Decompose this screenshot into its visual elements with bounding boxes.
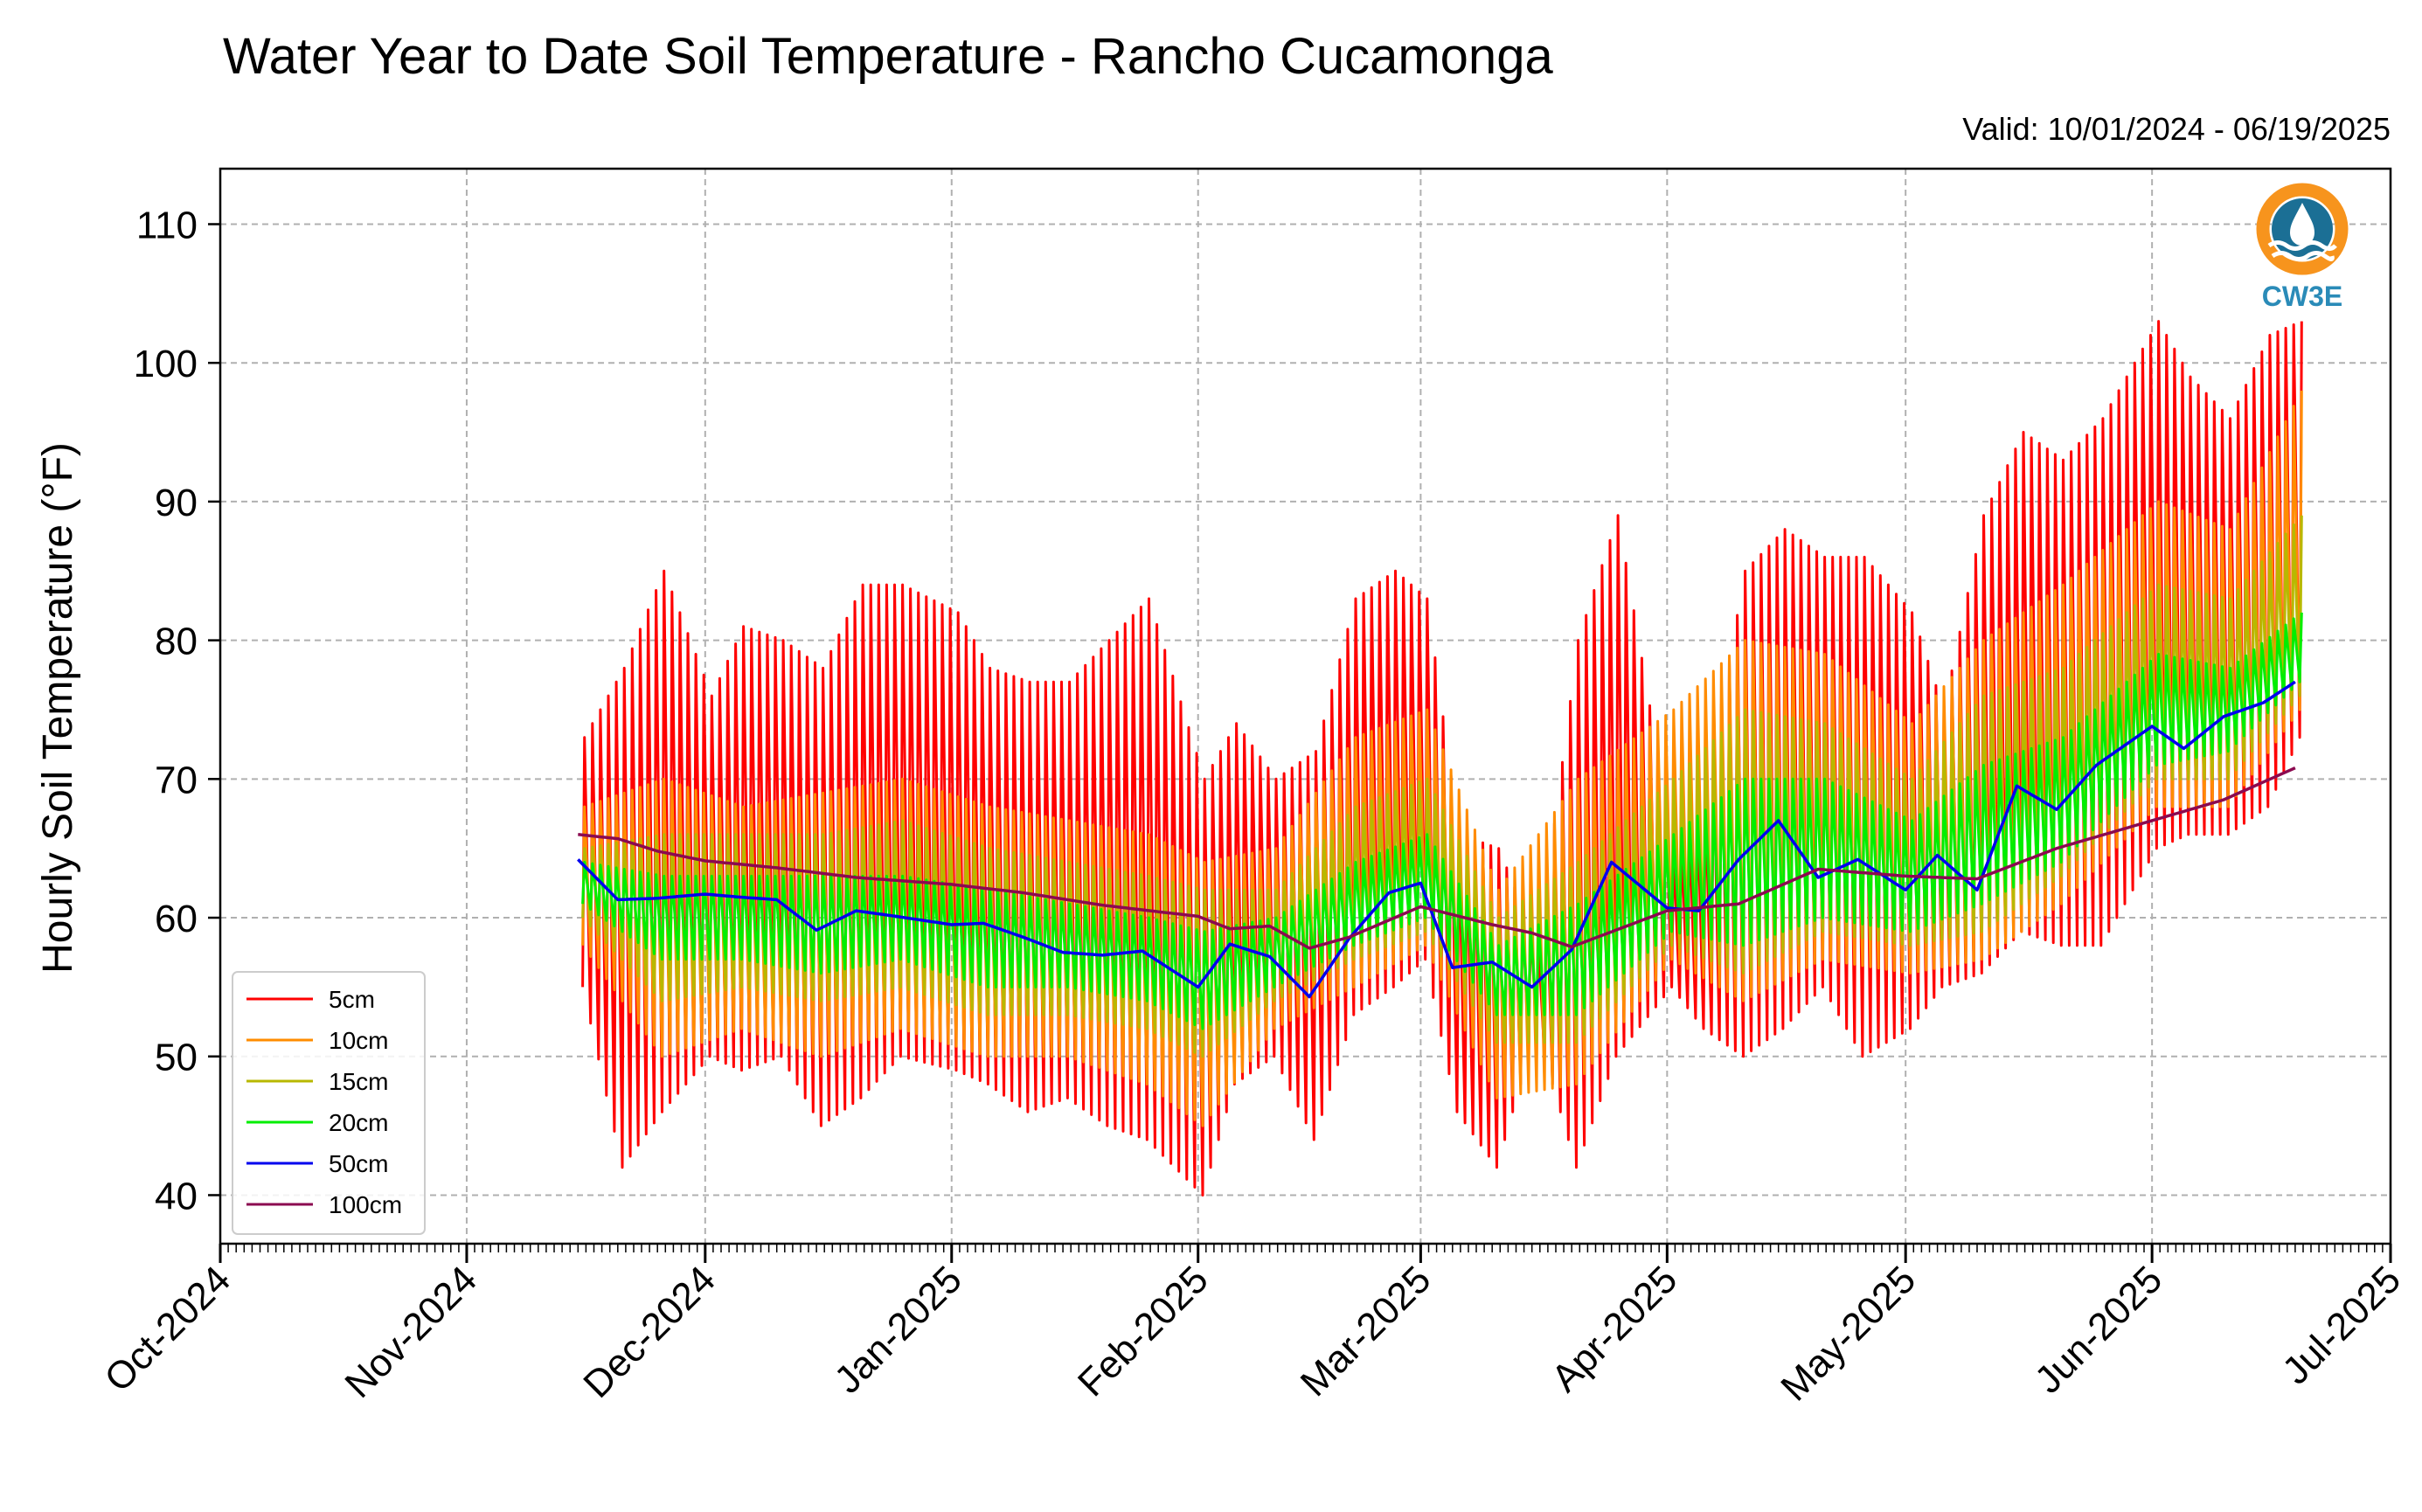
plot-frame	[219, 167, 2392, 1245]
plot-series	[577, 320, 2303, 1196]
legend-label: 5cm	[329, 986, 375, 1013]
legend: 5cm 10cm 15cm 20cm 50cm 100cm	[232, 971, 426, 1235]
legend-label: 50cm	[329, 1150, 388, 1177]
water-drop-icon	[2290, 203, 2314, 246]
series-20cm	[581, 612, 2303, 1030]
legend-label: 15cm	[329, 1068, 388, 1095]
cw3e-logo: CW3E	[2256, 183, 2349, 312]
x-tick-label: Jul-2025	[2274, 1258, 2409, 1392]
y-tick-label: 80	[155, 621, 198, 663]
series-50cm	[577, 680, 2296, 999]
x-tick-label: Jun-2025	[2027, 1258, 2170, 1401]
series-100cm	[578, 766, 2296, 950]
y-axis-label: Hourly Soil Temperature (°F)	[35, 442, 81, 974]
y-tick-label: 50	[155, 1037, 198, 1079]
y-tick-label: 110	[136, 204, 198, 246]
wave-icon	[2267, 240, 2337, 251]
y-tick-label: 40	[155, 1175, 198, 1217]
x-tick-label: May-2025	[1773, 1258, 1924, 1409]
x-tick-label: Feb-2025	[1070, 1258, 1217, 1404]
chart-title: Water Year to Date Soil Temperature - Ra…	[223, 28, 1553, 85]
x-tick-label: Jan-2025	[826, 1258, 969, 1401]
x-tick-label: Oct-2024	[96, 1258, 239, 1400]
wave-icon	[2271, 251, 2335, 261]
y-tick-label: 60	[155, 898, 198, 940]
legend-box	[232, 971, 426, 1235]
chart-subtitle: Valid: 10/01/2024 - 06/19/2025	[1962, 111, 2391, 147]
x-minor-ticks	[219, 1244, 2391, 1252]
logo-text: CW3E	[2262, 281, 2342, 312]
x-tick-label: Nov-2024	[337, 1258, 485, 1406]
legend-label: 100cm	[329, 1191, 402, 1218]
legend-label: 10cm	[329, 1027, 388, 1054]
x-tick-label: Apr-2025	[1544, 1258, 1686, 1400]
x-tick-label: Mar-2025	[1293, 1258, 1440, 1404]
legend-label: 20cm	[329, 1109, 388, 1136]
y-tick-label: 100	[134, 343, 198, 385]
logo-ring	[2256, 183, 2349, 275]
y-tick-label: 90	[155, 482, 198, 524]
y-tick-label: 70	[155, 759, 198, 801]
x-tick-label: Dec-2024	[575, 1258, 724, 1406]
